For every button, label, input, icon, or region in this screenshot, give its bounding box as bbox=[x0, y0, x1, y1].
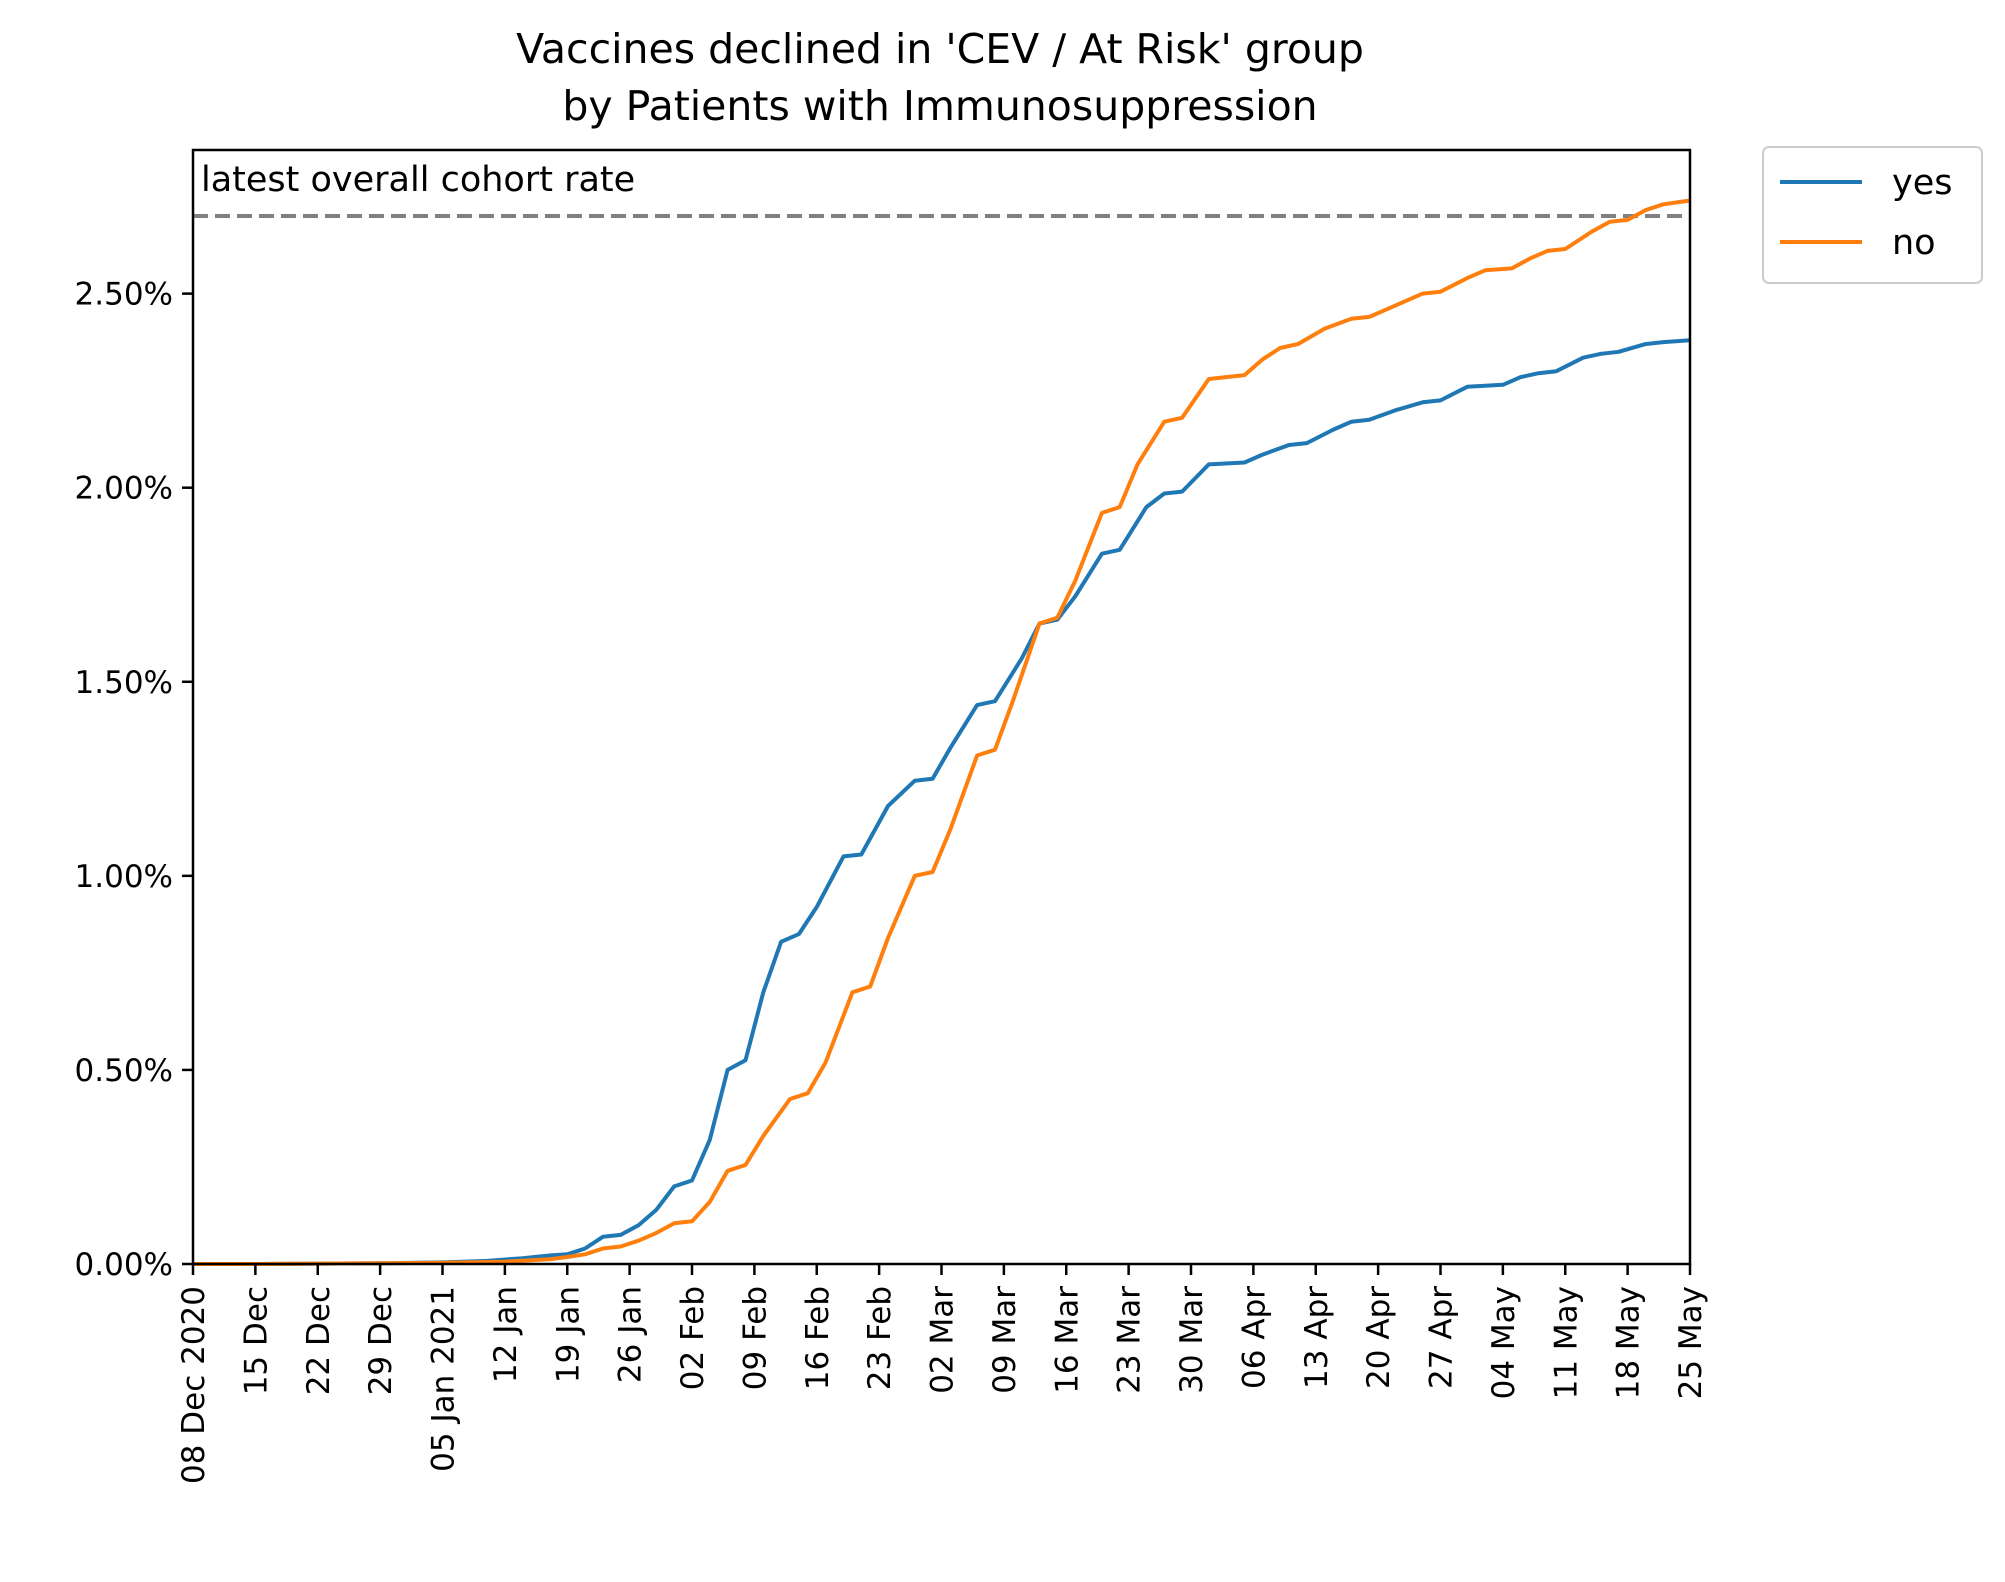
chart-title-line1: Vaccines declined in 'CEV / At Risk' gro… bbox=[516, 25, 1364, 73]
x-tick-label: 25 May bbox=[1673, 1286, 1709, 1399]
reference-line-label: latest overall cohort rate bbox=[201, 160, 635, 200]
x-tick-label: 16 Feb bbox=[800, 1286, 836, 1390]
plot-area bbox=[193, 198, 1691, 1266]
x-tick-label: 12 Jan bbox=[488, 1286, 524, 1383]
plot-frame bbox=[191, 148, 1692, 1266]
x-tick-label: 02 Feb bbox=[675, 1286, 711, 1390]
x-tick-label: 23 Feb bbox=[862, 1286, 898, 1390]
x-tick-label: 20 Apr bbox=[1361, 1286, 1397, 1389]
series-line-yes bbox=[193, 338, 1691, 1266]
x-tick-label: 30 Mar bbox=[1174, 1286, 1210, 1394]
legend-label-yes: yes bbox=[1892, 163, 1952, 203]
x-tick-label: 22 Dec bbox=[301, 1286, 337, 1395]
x-tick-label: 23 Mar bbox=[1112, 1286, 1148, 1394]
x-tick-label: 02 Mar bbox=[925, 1286, 961, 1394]
x-tick-label: 11 May bbox=[1548, 1286, 1584, 1399]
x-tick-label: 26 Jan bbox=[613, 1286, 649, 1383]
x-tick-label: 29 Dec bbox=[363, 1286, 399, 1395]
x-tick-label: 15 Dec bbox=[238, 1286, 274, 1395]
x-tick-label: 09 Feb bbox=[737, 1286, 773, 1390]
x-tick-label: 06 Apr bbox=[1236, 1286, 1272, 1389]
x-tick-label: 04 May bbox=[1486, 1286, 1522, 1399]
series-line-no bbox=[193, 198, 1691, 1266]
x-tick-label: 27 Apr bbox=[1424, 1286, 1460, 1389]
legend: yes no bbox=[1762, 146, 1983, 284]
x-tick-label: 05 Jan 2021 bbox=[426, 1286, 462, 1472]
x-tick-label: 09 Mar bbox=[987, 1286, 1023, 1394]
x-tick-label: 19 Jan bbox=[550, 1286, 586, 1383]
x-tick-label: 18 May bbox=[1611, 1286, 1647, 1399]
chart-title-line2: by Patients with Immunosuppression bbox=[562, 82, 1317, 130]
x-tick-label: 13 Apr bbox=[1299, 1286, 1335, 1389]
y-tick-label: 2.00% bbox=[75, 471, 173, 507]
y-tick-label: 0.50% bbox=[75, 1053, 173, 1089]
x-tick-label: 16 Mar bbox=[1049, 1286, 1085, 1394]
legend-label-no: no bbox=[1892, 223, 1936, 263]
y-tick-label: 1.50% bbox=[75, 665, 173, 701]
x-tick-label: 08 Dec 2020 bbox=[176, 1286, 212, 1484]
y-tick-label: 1.00% bbox=[75, 859, 173, 895]
y-tick-label: 0.00% bbox=[75, 1247, 173, 1283]
y-tick-label: 2.50% bbox=[75, 277, 173, 313]
axes: 0.00% 0.50% 1.00% 1.50% 2.00% 2.50% 08 Dec 202… bbox=[75, 148, 1709, 1484]
